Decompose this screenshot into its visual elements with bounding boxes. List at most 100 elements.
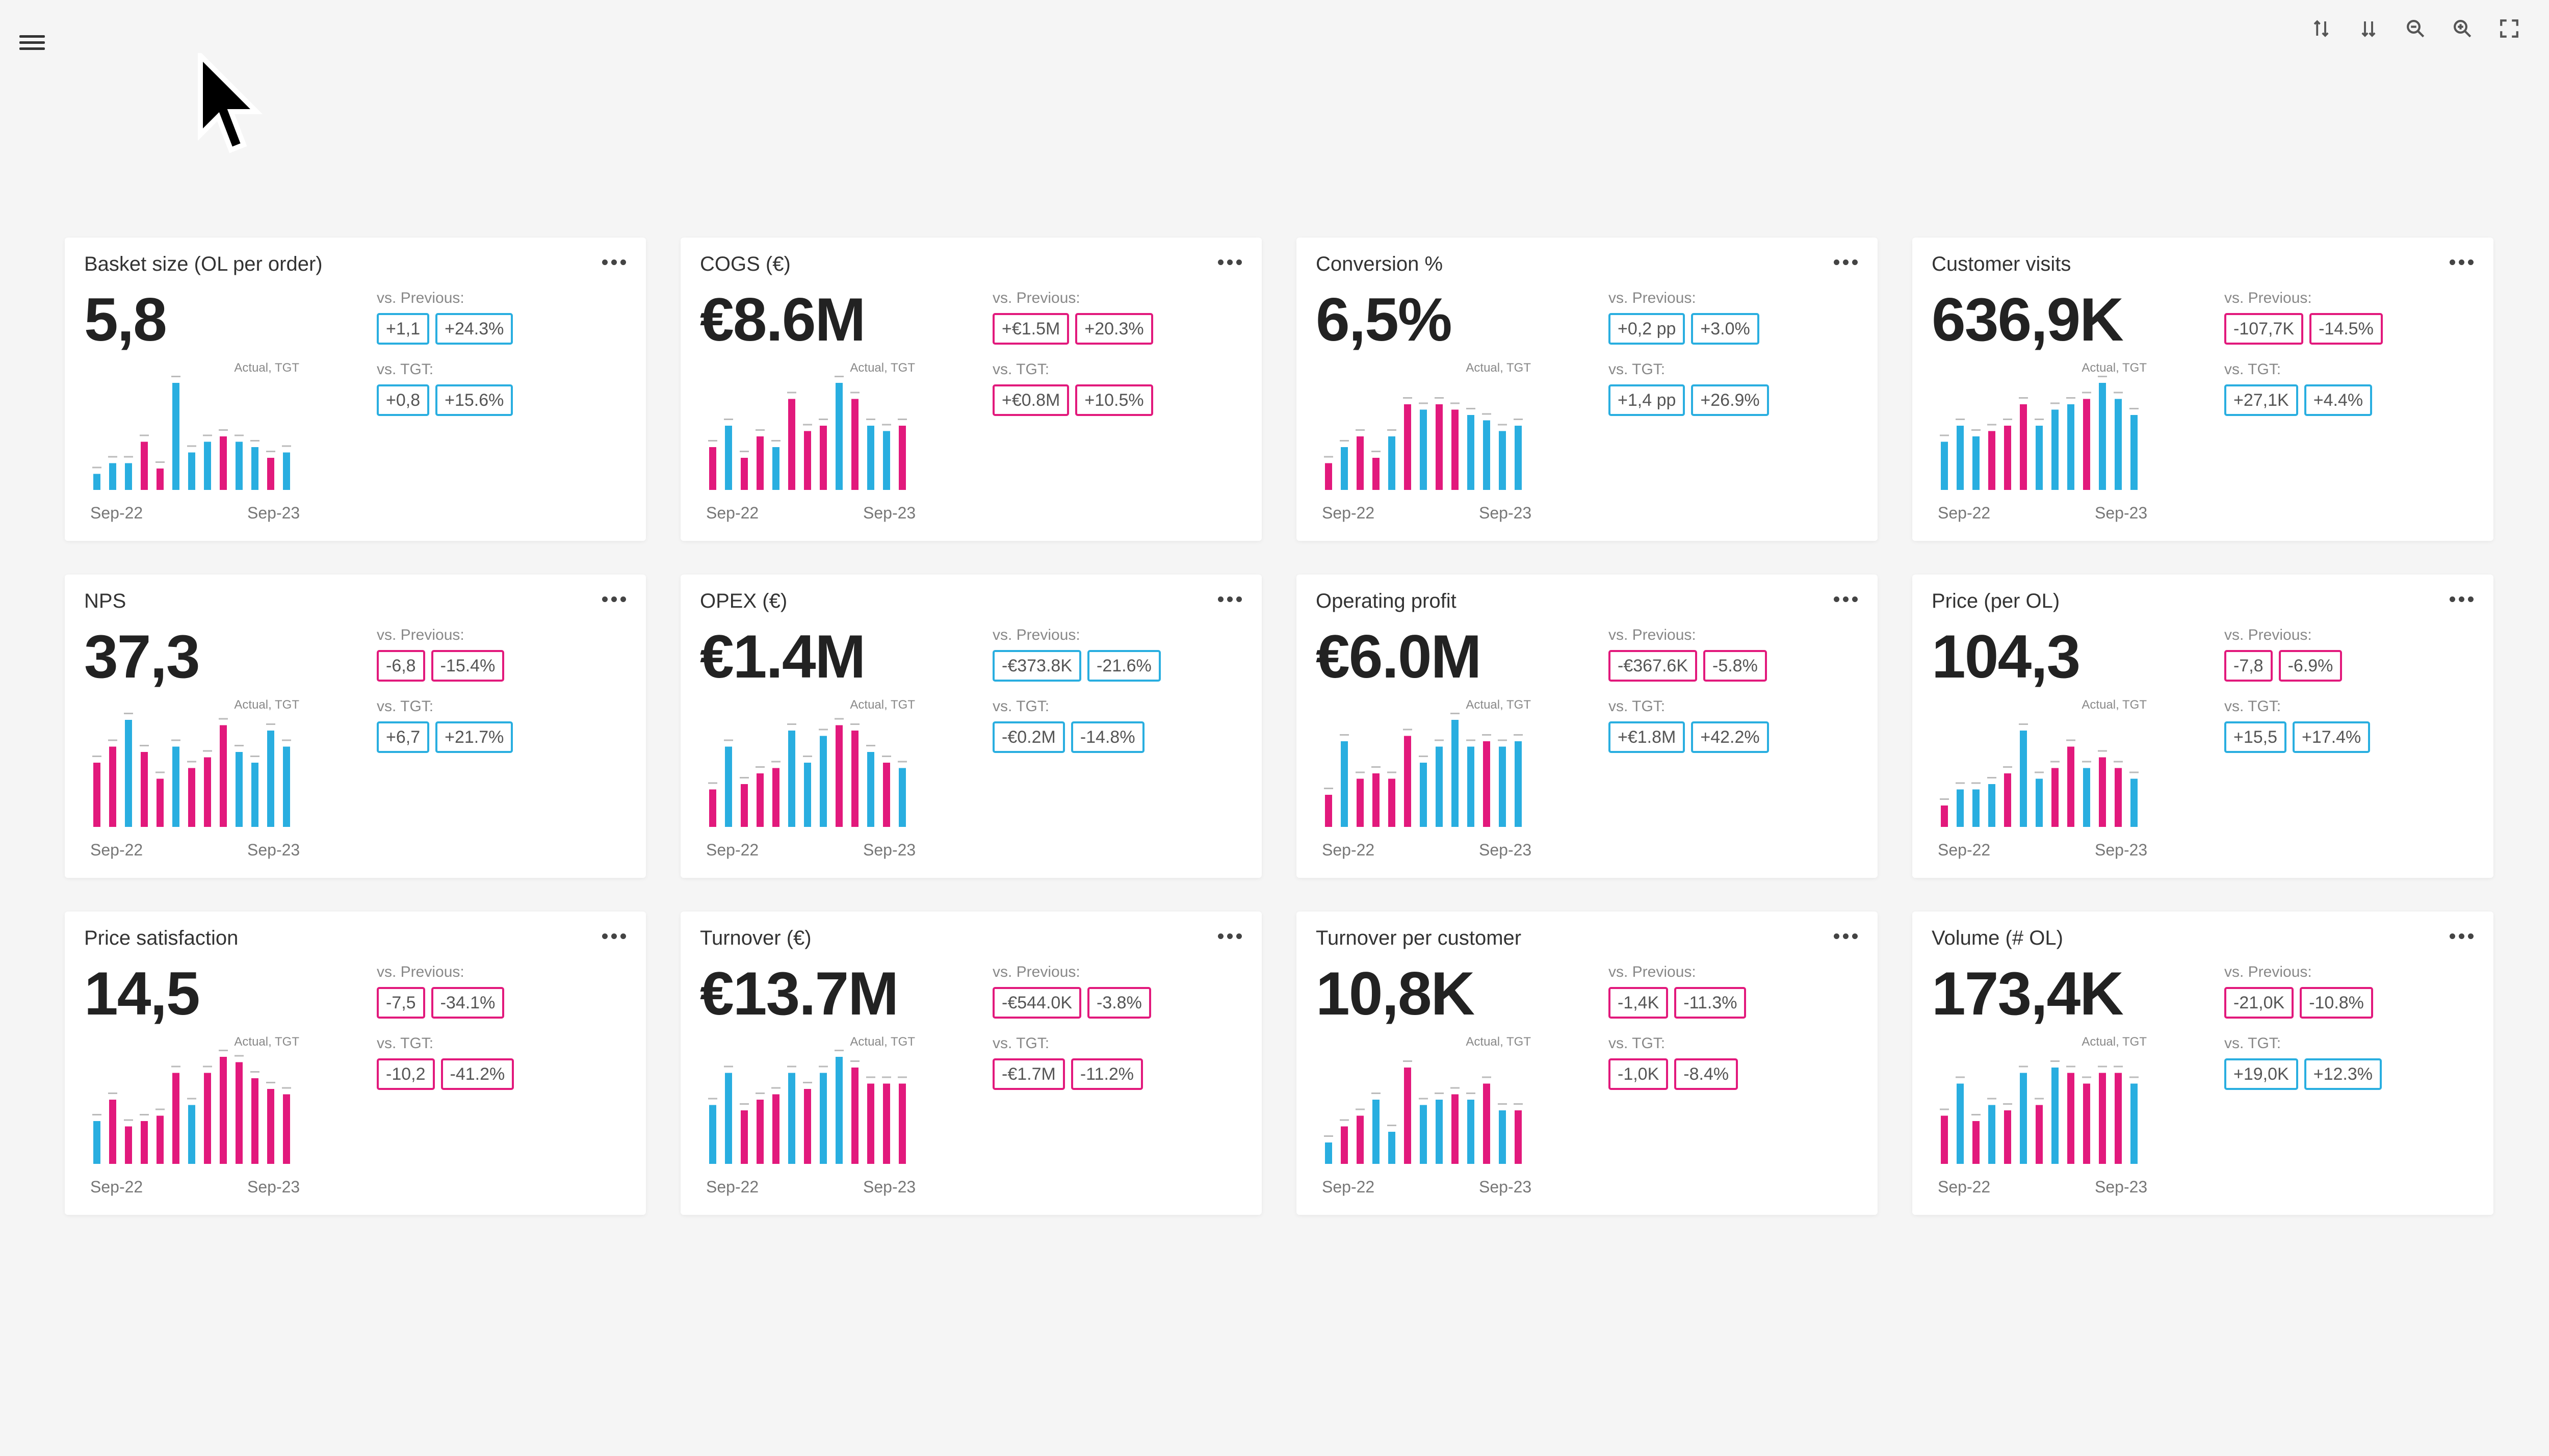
kpi-card[interactable]: COGS (€) €8.6M vs. Previous: +€1.5M +20.…	[681, 238, 1262, 541]
chart-bar	[1499, 746, 1506, 827]
chart-bar	[172, 1073, 179, 1164]
kpi-card[interactable]: NPS 37,3 vs. Previous: -6,8 -15.4% vs. T…	[65, 575, 646, 878]
chart-bar	[109, 746, 116, 827]
kpi-card[interactable]: Volume (# OL) 173,4K vs. Previous: -21,0…	[1912, 912, 2493, 1215]
kpi-card[interactable]: Customer visits 636,9K vs. Previous: -10…	[1912, 238, 2493, 541]
target-marker	[1514, 1103, 1523, 1105]
chart-bar	[172, 746, 179, 827]
more-options-icon[interactable]	[602, 256, 630, 268]
target-marker	[1356, 429, 1365, 431]
vs-target-label: vs. TGT:	[2224, 698, 2281, 715]
target-marker	[850, 723, 860, 725]
chart-bar	[741, 1110, 748, 1164]
vs-target-pct-badge: -41.2%	[440, 1058, 514, 1090]
kpi-card[interactable]: Conversion % 6,5% vs. Previous: +0,2 pp …	[1296, 238, 1878, 541]
target-marker	[866, 1076, 875, 1078]
chart-bar	[1325, 1142, 1332, 1164]
chart-bar	[2083, 399, 2090, 490]
vs-target-abs-badge: +€1.8M	[1608, 721, 1685, 753]
target-marker	[250, 756, 259, 757]
vs-target-label: vs. TGT:	[1608, 698, 1666, 715]
vs-target-label: vs. TGT:	[377, 698, 434, 715]
target-marker	[2098, 750, 2107, 752]
kpi-card[interactable]: Price (per OL) 104,3 vs. Previous: -7,8 …	[1912, 575, 2493, 878]
target-marker	[740, 451, 749, 452]
sort-descending-icon[interactable]	[2354, 14, 2383, 43]
kpi-grid: Basket size (OL per order) 5,8 vs. Previ…	[65, 238, 2496, 1215]
kpi-card[interactable]: Basket size (OL per order) 5,8 vs. Previ…	[65, 238, 646, 541]
more-options-icon[interactable]	[2450, 930, 2477, 942]
kpi-card[interactable]: Operating profit €6.0M vs. Previous: -€3…	[1296, 575, 1878, 878]
chart-bar	[851, 731, 859, 827]
target-marker	[1987, 777, 1996, 778]
more-options-icon[interactable]	[1834, 930, 1861, 942]
more-options-icon[interactable]	[2450, 593, 2477, 605]
sort-ascending-icon[interactable]	[2307, 14, 2336, 43]
kpi-value: 14,5	[84, 959, 200, 1028]
target-marker	[898, 1076, 907, 1078]
chart-bar	[220, 436, 227, 490]
target-marker	[756, 429, 765, 431]
vs-previous-pct-badge: -10.8%	[2300, 987, 2373, 1019]
bar-chart	[92, 376, 291, 490]
vs-previous-group: vs. Previous: -21,0K -10.8%	[2224, 964, 2373, 1019]
vs-previous-abs-badge: +1,1	[377, 313, 430, 345]
vs-previous-group: vs. Previous: -€373.8K -21.6%	[993, 627, 1161, 682]
target-marker	[92, 466, 101, 469]
vs-previous-label: vs. Previous:	[1608, 290, 1696, 306]
more-options-icon[interactable]	[1834, 593, 1861, 605]
chart-bar	[1515, 741, 1522, 827]
x-axis-end-label: Sep-23	[2095, 841, 2148, 859]
more-options-icon[interactable]	[1218, 930, 1245, 942]
chart-bar	[757, 1100, 764, 1164]
target-marker	[1498, 424, 1507, 426]
chart-bar	[2099, 757, 2106, 827]
vs-target-abs-badge: +27,1K	[2224, 384, 2298, 416]
more-options-icon[interactable]	[2450, 256, 2477, 268]
zoom-out-icon[interactable]	[2401, 14, 2430, 43]
zoom-in-icon[interactable]	[2448, 14, 2477, 43]
chart-bar	[125, 463, 132, 490]
bar-chart	[1324, 713, 1523, 827]
hamburger-menu-icon[interactable]	[19, 32, 45, 52]
target-marker	[219, 429, 228, 431]
chart-bar	[236, 441, 243, 490]
kpi-card[interactable]: Price satisfaction 14,5 vs. Previous: -7…	[65, 912, 646, 1215]
more-options-icon[interactable]	[1834, 256, 1861, 268]
vs-previous-label: vs. Previous:	[993, 290, 1080, 306]
target-marker	[1940, 798, 1949, 800]
x-axis-end-label: Sep-23	[863, 504, 916, 522]
kpi-card[interactable]: OPEX (€) €1.4M vs. Previous: -€373.8K -2…	[681, 575, 1262, 878]
chart-bar	[236, 752, 243, 827]
more-options-icon[interactable]	[1218, 256, 1245, 268]
chart-bar	[1483, 741, 1490, 827]
target-marker	[187, 445, 196, 447]
chart-bar	[725, 1073, 732, 1164]
target-marker	[1971, 1114, 1981, 1115]
chart-bar	[1357, 1115, 1364, 1164]
kpi-card[interactable]: Turnover per customer 10,8K vs. Previous…	[1296, 912, 1878, 1215]
x-axis-end-label: Sep-23	[1479, 1178, 1532, 1196]
vs-target-abs-badge: +19,0K	[2224, 1058, 2298, 1090]
more-options-icon[interactable]	[602, 930, 630, 942]
target-marker	[835, 1050, 844, 1051]
target-marker	[1371, 766, 1381, 768]
target-marker	[187, 761, 196, 763]
vs-target-pct-badge: -8.4%	[1674, 1058, 1738, 1090]
vs-previous-group: vs. Previous: -€544.0K -3.8%	[993, 964, 1151, 1019]
fullscreen-icon[interactable]	[2495, 14, 2524, 43]
chart-bar	[709, 447, 716, 490]
target-marker	[155, 771, 165, 773]
more-options-icon[interactable]	[602, 593, 630, 605]
chart-bar	[1988, 784, 1995, 827]
target-marker	[2066, 397, 2075, 399]
target-marker	[1419, 1098, 1428, 1100]
target-marker	[819, 1065, 828, 1068]
kpi-card[interactable]: Turnover (€) €13.7M vs. Previous: -€544.…	[681, 912, 1262, 1215]
chart-bar	[804, 763, 811, 827]
chart-bar	[93, 1121, 100, 1164]
target-marker	[882, 756, 891, 757]
more-options-icon[interactable]	[1218, 593, 1245, 605]
kpi-value: 5,8	[84, 285, 167, 354]
vs-previous-group: vs. Previous: -7,5 -34.1%	[377, 964, 505, 1019]
